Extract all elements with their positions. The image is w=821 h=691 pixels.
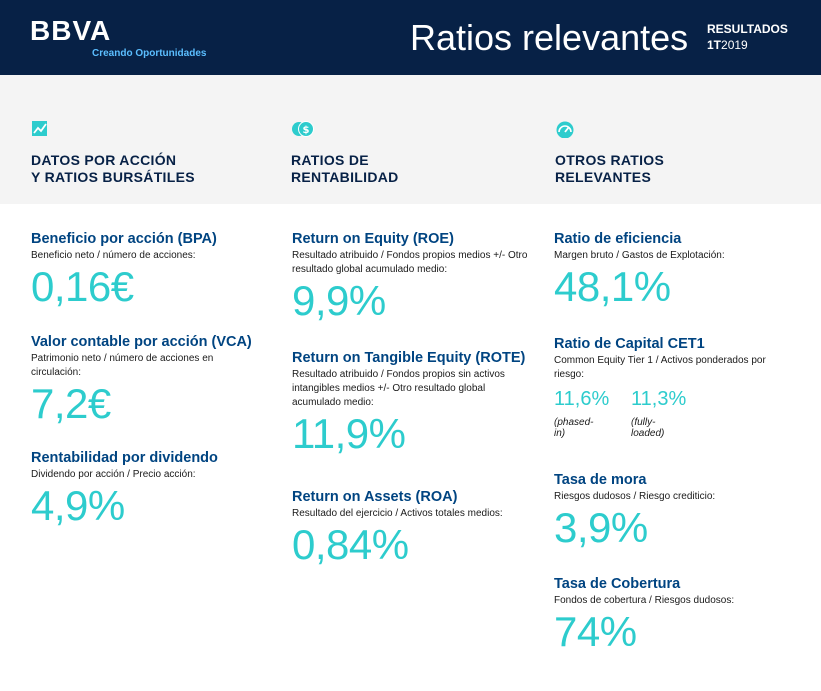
metric-description: Beneficio neto / número de acciones: — [31, 250, 196, 261]
metric-description: Resultado atribuido / Fondos propios sin… — [292, 369, 505, 408]
metric-description: Resultado atribuido / Fondos propios med… — [292, 250, 528, 275]
metric-description: Dividendo por acción / Precio acción: — [31, 469, 196, 480]
column-title: DATOS POR ACCIÓN Y RATIOS BURSÁTILES — [31, 152, 195, 185]
metric-value: 9,9% — [292, 277, 386, 324]
metric-description: Margen bruto / Gastos de Explotación: — [554, 250, 725, 261]
metric-title: Ratio de eficiencia — [554, 231, 682, 247]
column-title: RATIOS DE RENTABILIDAD — [291, 152, 399, 185]
metric-description: Fondos de cobertura / Riesgos dudosos: — [554, 595, 735, 606]
metric-title: Tasa de Cobertura — [554, 576, 681, 592]
cet1-fully-loaded-value: 11,3% — [631, 388, 687, 410]
cet1-phased-in-label: (phased-in) — [554, 417, 594, 439]
results-label: RESULTADOS — [707, 22, 788, 36]
gauge-icon — [556, 121, 574, 138]
metric-bpa: Beneficio por acción (BPA) Beneficio net… — [31, 231, 276, 309]
results-period: 1T2019 — [707, 38, 748, 52]
metric-dividendo: Rentabilidad por dividendo Dividendo por… — [31, 450, 276, 528]
metric-title: Ratio de Capital CET1 — [554, 336, 705, 352]
header-bar: BBVA Creando Oportunidades Ratios releva… — [0, 0, 821, 75]
chart-trend-icon — [32, 121, 47, 136]
column-header-rentabilidad: $ RATIOS DE RENTABILIDAD — [291, 120, 531, 186]
metric-cobertura: Tasa de Cobertura Fondos de cobertura / … — [554, 576, 794, 654]
metric-description: Common Equity Tier 1 / Activos ponderado… — [554, 355, 766, 380]
metric-roa: Return on Assets (ROA) Resultado del eje… — [292, 489, 528, 567]
section-header-band — [0, 75, 821, 204]
metric-value: 11,9% — [292, 410, 406, 457]
metric-title: Return on Equity (ROE) — [292, 231, 454, 247]
metric-value: 4,9% — [31, 482, 125, 529]
metric-rote: Return on Tangible Equity (ROTE) Resulta… — [292, 350, 528, 456]
bbva-logo: BBVA — [30, 15, 112, 46]
cet1-fully-loaded-label: (fully-loaded) — [631, 417, 665, 439]
metric-eficiencia: Ratio de eficiencia Margen bruto / Gasto… — [554, 231, 794, 309]
metric-description: Resultado del ejercicio / Activos totale… — [292, 508, 503, 519]
metric-cet1: Ratio de Capital CET1 Common Equity Tier… — [554, 336, 794, 382]
metric-description: Riesgos dudosos / Riesgo crediticio: — [554, 491, 716, 502]
metric-value: 3,9% — [554, 504, 648, 551]
tagline: Creando Oportunidades — [92, 48, 207, 59]
metric-value: 0,84% — [292, 521, 409, 568]
metric-value: 74% — [554, 608, 637, 655]
metric-title: Return on Assets (ROA) — [292, 489, 458, 505]
metric-roe: Return on Equity (ROE) Resultado atribui… — [292, 231, 528, 323]
period-quarter: 1T — [707, 38, 722, 52]
cet1-phased-in-value: 11,6% — [554, 388, 610, 410]
metric-value: 0,16€ — [31, 263, 134, 310]
metric-title: Valor contable por acción (VCA) — [31, 334, 252, 350]
column-header-otros: OTROS RATIOS RELEVANTES — [555, 120, 795, 186]
metric-title: Rentabilidad por dividendo — [31, 450, 218, 466]
metric-title: Tasa de mora — [554, 472, 647, 488]
page-title: Ratios relevantes — [410, 17, 689, 58]
period-year: 2019 — [721, 38, 748, 52]
metric-tasa-mora: Tasa de mora Riesgos dudosos / Riesgo cr… — [554, 472, 794, 550]
metric-vca: Valor contable por acción (VCA) Patrimon… — [31, 334, 261, 426]
metric-description: Patrimonio neto / número de acciones en … — [31, 353, 214, 378]
metric-value: 7,2€ — [31, 380, 111, 427]
column-header-datos: DATOS POR ACCIÓN Y RATIOS BURSÁTILES — [31, 120, 271, 186]
metric-title: Return on Tangible Equity (ROTE) — [292, 350, 526, 366]
column-title: OTROS RATIOS RELEVANTES — [555, 152, 665, 185]
svg-text:$: $ — [303, 125, 310, 136]
metric-title: Beneficio por acción (BPA) — [31, 231, 217, 247]
metric-value: 48,1% — [554, 263, 671, 310]
coins-icon: $ — [292, 121, 314, 137]
